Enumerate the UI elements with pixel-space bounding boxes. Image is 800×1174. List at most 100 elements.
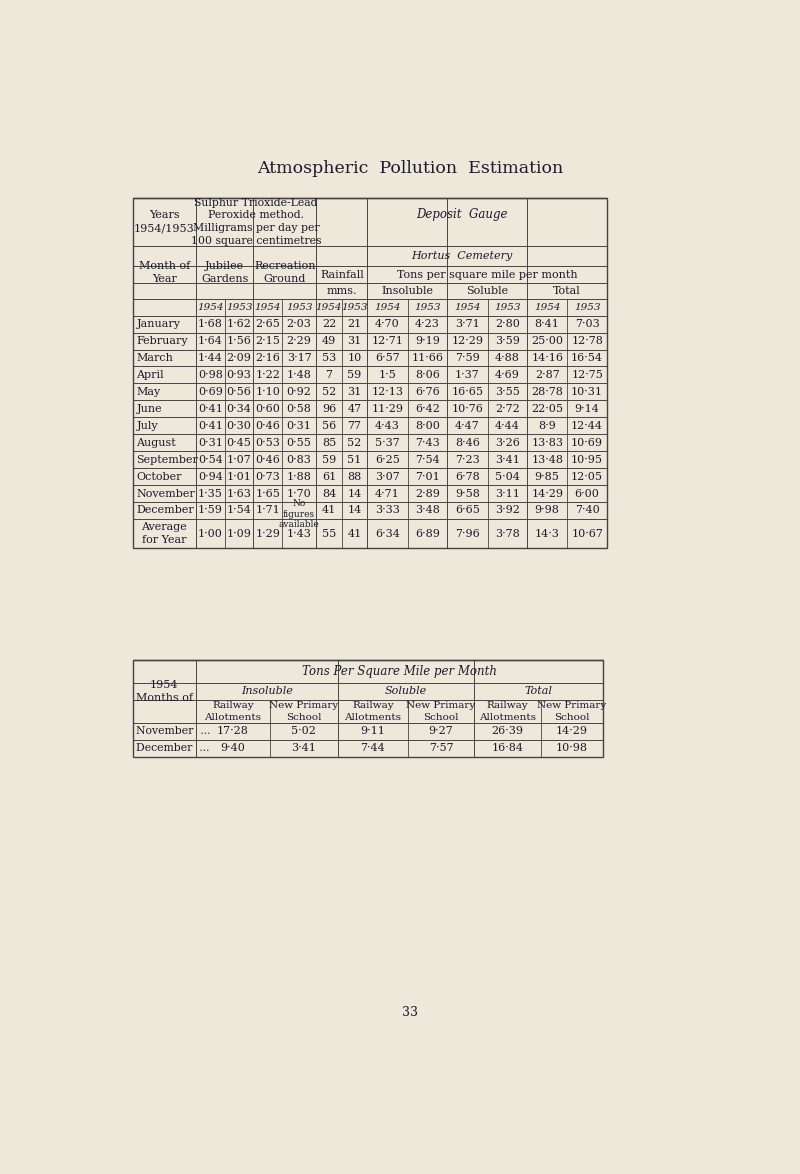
Text: 2·65: 2·65 [255, 319, 280, 329]
Text: 2·89: 2·89 [415, 488, 440, 499]
Text: 1·54: 1·54 [226, 506, 251, 515]
Text: 16·54: 16·54 [571, 353, 603, 363]
Text: 1·35: 1·35 [198, 488, 223, 499]
Text: 10·76: 10·76 [451, 404, 483, 414]
Text: 31: 31 [347, 336, 362, 346]
Text: 1954: 1954 [454, 303, 481, 312]
Text: 4·44: 4·44 [495, 420, 520, 431]
Text: mms.: mms. [326, 286, 357, 296]
Text: 0·69: 0·69 [198, 387, 223, 397]
Text: December  ...: December ... [137, 743, 210, 754]
Text: 6·42: 6·42 [415, 404, 440, 414]
Text: Tons per square mile per month: Tons per square mile per month [397, 270, 578, 279]
Text: 1·5: 1·5 [378, 370, 397, 380]
Text: 0·41: 0·41 [198, 420, 223, 431]
Text: 3·33: 3·33 [375, 506, 400, 515]
Text: Total: Total [525, 687, 553, 696]
Text: 6·34: 6·34 [375, 528, 400, 539]
Text: 1·62: 1·62 [226, 319, 251, 329]
Text: 0·53: 0·53 [255, 438, 280, 447]
Text: Soluble: Soluble [385, 687, 427, 696]
Text: 5·02: 5·02 [291, 727, 316, 736]
Text: 1954: 1954 [316, 303, 342, 312]
Text: New Primary
School: New Primary School [270, 701, 338, 722]
Text: 25·00: 25·00 [531, 336, 563, 346]
Text: New Primary
School: New Primary School [538, 701, 606, 722]
Text: Tons Per Square Mile per Month: Tons Per Square Mile per Month [302, 664, 497, 677]
Bar [133, 660, 603, 757]
Text: 7·03: 7·03 [574, 319, 599, 329]
Text: 1·64: 1·64 [198, 336, 223, 346]
Text: 1·09: 1·09 [226, 528, 251, 539]
Text: 8·00: 8·00 [415, 420, 440, 431]
Text: 1·71: 1·71 [255, 506, 280, 515]
Text: 3·78: 3·78 [495, 528, 520, 539]
Bar [133, 198, 607, 548]
Text: Railway
Allotments: Railway Allotments [205, 701, 262, 722]
Text: 61: 61 [322, 472, 336, 481]
Text: 1·88: 1·88 [286, 472, 312, 481]
Text: 1·22: 1·22 [255, 370, 280, 380]
Text: 0·98: 0·98 [198, 370, 223, 380]
Text: 12·78: 12·78 [571, 336, 603, 346]
Text: August: August [137, 438, 176, 447]
Text: 6·25: 6·25 [375, 454, 400, 465]
Text: 1·48: 1·48 [286, 370, 312, 380]
Text: 0·83: 0·83 [286, 454, 312, 465]
Text: October: October [137, 472, 182, 481]
Text: 2·72: 2·72 [495, 404, 520, 414]
Text: Hortus  Cemetery: Hortus Cemetery [411, 251, 512, 261]
Text: 0·55: 0·55 [286, 438, 312, 447]
Text: 3·92: 3·92 [495, 506, 520, 515]
Text: 41: 41 [322, 506, 336, 515]
Text: 8·9: 8·9 [538, 420, 556, 431]
Text: 77: 77 [347, 420, 362, 431]
Text: 0·73: 0·73 [255, 472, 280, 481]
Text: 1954: 1954 [534, 303, 561, 312]
Text: 10: 10 [347, 353, 362, 363]
Text: 47: 47 [347, 404, 362, 414]
Text: 7·96: 7·96 [455, 528, 480, 539]
Text: 14·3: 14·3 [534, 528, 560, 539]
Text: 2·29: 2·29 [286, 336, 312, 346]
Text: 10·31: 10·31 [571, 387, 603, 397]
Text: 4·69: 4·69 [495, 370, 520, 380]
Text: 1·01: 1·01 [226, 472, 251, 481]
Text: 7·54: 7·54 [415, 454, 440, 465]
Text: Railway
Allotments: Railway Allotments [344, 701, 402, 722]
Text: 2·03: 2·03 [286, 319, 312, 329]
Text: 1954: 1954 [374, 303, 401, 312]
Text: 0·54: 0·54 [198, 454, 223, 465]
Text: 51: 51 [347, 454, 362, 465]
Text: 22: 22 [322, 319, 336, 329]
Text: 7·44: 7·44 [361, 743, 385, 754]
Text: 10·95: 10·95 [571, 454, 603, 465]
Text: Jubilee
Gardens: Jubilee Gardens [201, 261, 249, 284]
Text: 6·65: 6·65 [455, 506, 480, 515]
Text: 0·94: 0·94 [198, 472, 223, 481]
Text: 2·16: 2·16 [255, 353, 280, 363]
Text: Recreation
Ground: Recreation Ground [254, 261, 315, 284]
Text: 33: 33 [402, 1006, 418, 1019]
Text: 1·43: 1·43 [286, 528, 312, 539]
Text: 0·45: 0·45 [226, 438, 251, 447]
Text: 4·88: 4·88 [495, 353, 520, 363]
Text: 16·84: 16·84 [492, 743, 524, 754]
Text: 1954: 1954 [197, 303, 224, 312]
Text: Deposit  Gauge: Deposit Gauge [416, 208, 507, 221]
Text: 7: 7 [326, 370, 333, 380]
Text: 9·40: 9·40 [221, 743, 246, 754]
Text: 0·46: 0·46 [255, 454, 280, 465]
Text: June: June [137, 404, 162, 414]
Text: 7·23: 7·23 [455, 454, 480, 465]
Text: 4·47: 4·47 [455, 420, 480, 431]
Text: 5·04: 5·04 [495, 472, 520, 481]
Text: 3·11: 3·11 [495, 488, 520, 499]
Text: 12·75: 12·75 [571, 370, 603, 380]
Text: 1954: 1954 [254, 303, 281, 312]
Text: 1954
Months of: 1954 Months of [136, 680, 193, 703]
Text: 55: 55 [322, 528, 336, 539]
Text: 2·15: 2·15 [255, 336, 280, 346]
Text: 14·29: 14·29 [556, 727, 588, 736]
Text: 3·41: 3·41 [291, 743, 316, 754]
